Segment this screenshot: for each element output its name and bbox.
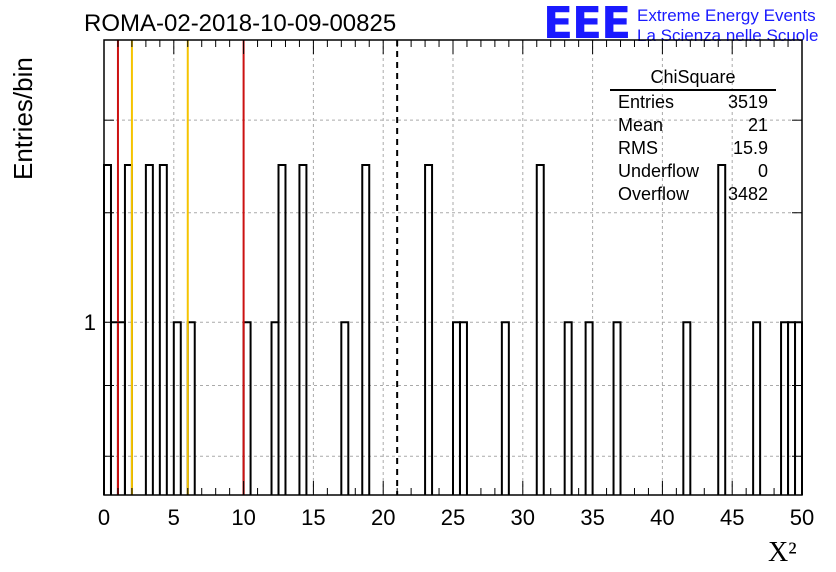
histogram-bin bbox=[452, 321, 461, 495]
stats-label: RMS bbox=[618, 138, 658, 158]
histogram-bin bbox=[270, 321, 280, 495]
histogram-bin bbox=[298, 164, 308, 495]
histogram-bin bbox=[717, 164, 727, 495]
histogram-bin bbox=[787, 321, 797, 495]
histogram-bin bbox=[123, 164, 133, 495]
stats-label: Underflow bbox=[618, 161, 700, 181]
histogram-bin bbox=[584, 321, 594, 495]
stats-row-entries: Entries 3519 bbox=[610, 91, 776, 114]
stats-value: 3482 bbox=[727, 184, 768, 204]
histogram-bin bbox=[242, 321, 252, 495]
stats-value: 15.9 bbox=[732, 138, 768, 158]
x-tick-label: 25 bbox=[441, 505, 465, 530]
x-tick-label: 40 bbox=[650, 505, 674, 530]
y-tick-label: 1 bbox=[84, 310, 96, 335]
stats-value: 3519 bbox=[727, 92, 768, 112]
histogram-bin bbox=[116, 321, 126, 495]
histogram-bin bbox=[424, 164, 434, 495]
histogram-bin bbox=[780, 321, 790, 495]
x-tick-label: 10 bbox=[231, 505, 255, 530]
histogram-bin bbox=[277, 164, 287, 495]
histogram-bin bbox=[144, 164, 154, 495]
axes bbox=[103, 39, 803, 496]
histogram-bin bbox=[500, 321, 510, 495]
tick-labels: 0 5 10 15 20 25 30 35 40 45 50 1 bbox=[84, 310, 814, 530]
histogram-bin bbox=[103, 164, 112, 495]
x-tick-label: 50 bbox=[790, 505, 814, 530]
stats-title: ChiSquare bbox=[610, 66, 776, 91]
histogram-bin bbox=[158, 164, 168, 495]
stats-row-mean: Mean 21 bbox=[610, 114, 776, 137]
x-tick-label: 5 bbox=[168, 505, 180, 530]
x-axis-label: X² bbox=[768, 537, 797, 568]
histogram-bin bbox=[458, 321, 468, 495]
stats-label: Overflow bbox=[618, 184, 690, 204]
marker-lines bbox=[116, 40, 399, 495]
stats-row-overflow: Overflow 3482 bbox=[610, 183, 776, 206]
chart-title: ROMA-02-2018-10-09-00825 bbox=[84, 10, 397, 37]
stats-value: 21 bbox=[747, 115, 768, 135]
histogram-bin bbox=[361, 164, 371, 495]
x-tick-label: 20 bbox=[371, 505, 395, 530]
eee-logo: EEE bbox=[543, 0, 631, 49]
histogram-bins bbox=[103, 164, 803, 495]
histogram-bin bbox=[109, 321, 119, 495]
stats-label: Entries bbox=[618, 92, 675, 112]
stats-label: Mean bbox=[618, 115, 664, 135]
stats-row-underflow: Underflow 0 bbox=[610, 160, 776, 183]
x-tick-label: 45 bbox=[720, 505, 744, 530]
x-tick-label: 0 bbox=[98, 505, 110, 530]
histogram-bin bbox=[172, 321, 182, 495]
logo-line-1: Extreme Energy Events bbox=[637, 6, 816, 25]
histogram-bin bbox=[794, 321, 803, 495]
histogram-bin bbox=[752, 321, 762, 495]
histogram-bin bbox=[535, 164, 545, 495]
histogram-bin bbox=[186, 321, 196, 495]
stats-box: ChiSquare Entries 3519 Mean 21 RMS 15.9 … bbox=[610, 66, 776, 206]
histogram-bin bbox=[682, 321, 692, 495]
stats-value: 0 bbox=[757, 161, 768, 181]
histogram-bin bbox=[563, 321, 573, 495]
x-tick-label: 15 bbox=[301, 505, 325, 530]
x-tick-label: 30 bbox=[511, 505, 535, 530]
x-tick-label: 35 bbox=[580, 505, 604, 530]
histogram-bin bbox=[340, 321, 350, 495]
stats-row-rms: RMS 15.9 bbox=[610, 137, 776, 160]
histogram-bin bbox=[612, 321, 622, 495]
